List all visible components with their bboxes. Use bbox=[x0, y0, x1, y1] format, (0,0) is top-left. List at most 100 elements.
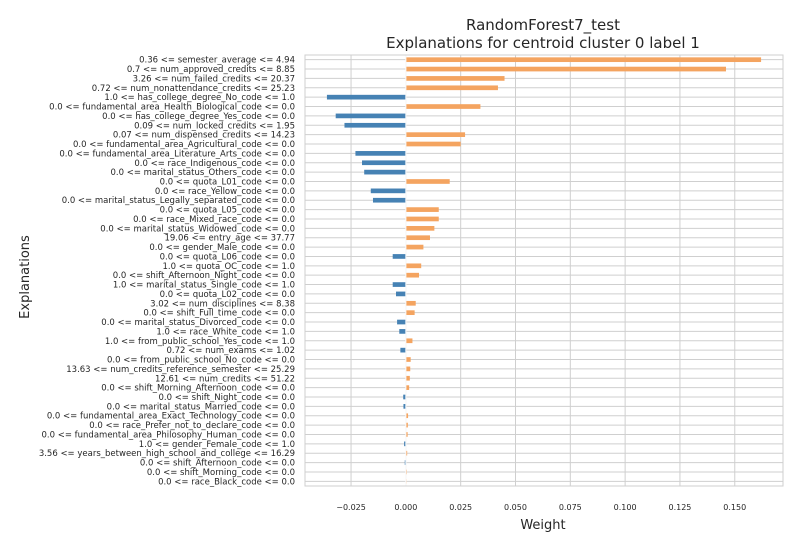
bar bbox=[405, 235, 430, 241]
bar bbox=[405, 104, 481, 109]
bar bbox=[364, 169, 406, 175]
y-tick-label: 0.0 <= fundamental_area_Exact_Technology… bbox=[47, 412, 295, 422]
grid-layer bbox=[305, 55, 783, 486]
y-tick-label: 0.0 <= shift_Morning_Afternoon_code <= 0… bbox=[101, 384, 295, 394]
y-tick-label: 0.0 <= from_public_school_No_code <= 0.0 bbox=[107, 356, 295, 366]
y-tick-label: 1.0 <= marital_status_Single_code <= 1.0 bbox=[113, 281, 295, 291]
bar bbox=[405, 57, 762, 63]
bar bbox=[405, 179, 450, 184]
bar bbox=[404, 441, 406, 447]
y-tick-label: 0.0 <= fundamental_area_Literature_Arts_… bbox=[59, 149, 295, 159]
bar bbox=[403, 404, 406, 409]
bars-layer bbox=[326, 57, 762, 484]
y-tick-labels: 0.36 <= semester_average <= 4.940.7 <= n… bbox=[39, 56, 295, 488]
chart-title-line2: Explanations for centroid cluster 0 labe… bbox=[386, 34, 700, 52]
y-tick-label: 0.36 <= semester_average <= 4.94 bbox=[139, 56, 295, 66]
y-tick-label: 0.0 <= fundamental_area_Health_Biologica… bbox=[49, 103, 295, 113]
bar bbox=[362, 160, 406, 166]
y-tick-label: 13.63 <= num_credits_reference_semester … bbox=[66, 365, 295, 375]
y-axis-label: Explanations bbox=[18, 235, 33, 319]
bar bbox=[405, 263, 422, 269]
y-tick-label: 0.0 <= marital_status_Others_code <= 0.0 bbox=[110, 168, 295, 178]
bar bbox=[400, 347, 406, 353]
y-tick-label: 0.0 <= marital_status_Widowed_code <= 0.… bbox=[100, 224, 295, 234]
y-tick-label: 0.0 <= shift_Full_time_code <= 0.0 bbox=[143, 309, 295, 319]
y-tick-label: 0.0 <= quota_L01_code <= 0.0 bbox=[160, 177, 295, 187]
bar bbox=[405, 432, 408, 437]
x-tick-label: −0.025 bbox=[336, 503, 366, 512]
y-tick-label: 0.72 <= num_nonattendance_credits <= 25.… bbox=[92, 84, 295, 94]
y-tick-label: 0.0 <= quota_L06_code <= 0.0 bbox=[160, 252, 295, 262]
bar bbox=[392, 254, 406, 259]
y-tick-label: 0.0 <= quota_L05_code <= 0.0 bbox=[160, 206, 295, 216]
x-tick-label: 0.125 bbox=[668, 503, 691, 512]
y-tick-label: 0.0 <= race_Mixed_race_code <= 0.0 bbox=[133, 215, 295, 225]
bar bbox=[392, 282, 406, 287]
y-tick-label: 0.09 <= num_locked_credits <= 1.95 bbox=[134, 121, 295, 131]
bar bbox=[405, 216, 439, 222]
y-tick-label: 0.0 <= fundamental_area_Agricultural_cod… bbox=[73, 140, 295, 150]
x-tick-labels: −0.025 0.000 0.025 0.050 0.075 0.100 0.125 0.15… bbox=[336, 503, 746, 512]
x-axis-label: Weight bbox=[520, 518, 565, 533]
bar bbox=[405, 141, 461, 147]
y-tick-label: 0.7 <= num_approved_credits <= 8.85 bbox=[127, 65, 295, 75]
y-tick-label: 3.26 <= num_failed_credits <= 20.37 bbox=[133, 74, 295, 84]
y-tick-label: 3.56 <= years_between_high_school_and_co… bbox=[39, 449, 295, 459]
x-tick-label: 0.150 bbox=[723, 503, 746, 512]
y-tick-label: 0.07 <= num_dispensed_credits <= 14.23 bbox=[113, 131, 295, 141]
y-tick-label: 0.0 <= shift_Afternoon_code <= 0.0 bbox=[140, 459, 295, 469]
bar bbox=[405, 207, 439, 212]
bar bbox=[405, 310, 415, 316]
y-tick-label: 0.0 <= fundamental_area_Philosophy_Human… bbox=[42, 430, 296, 440]
bar bbox=[405, 272, 420, 278]
y-tick-label: 0.0 <= race_Indigenous_code <= 0.0 bbox=[134, 159, 295, 169]
x-tick-label: 0.100 bbox=[614, 503, 637, 512]
y-tick-label: 0.0 <= race_Black_code <= 0.0 bbox=[158, 477, 295, 487]
chart-title-line1: RandomForest7_test bbox=[466, 16, 620, 35]
bar bbox=[405, 357, 411, 362]
bar bbox=[397, 319, 406, 325]
bar bbox=[404, 460, 406, 465]
x-tick-label: 0.075 bbox=[559, 503, 582, 512]
y-tick-label: 1.0 <= gender_Female_code <= 1.0 bbox=[139, 440, 295, 450]
y-tick-label: 1.0 <= race_White_code <= 1.0 bbox=[156, 327, 295, 337]
x-tick-label: 0.025 bbox=[449, 503, 472, 512]
bar bbox=[405, 366, 411, 372]
bar bbox=[405, 66, 726, 72]
bar bbox=[405, 300, 416, 306]
bar bbox=[405, 76, 505, 81]
y-tick-label: 0.0 <= marital_status_Married_code <= 0.… bbox=[107, 402, 295, 412]
x-tick-label: 0.050 bbox=[504, 503, 527, 512]
bar bbox=[355, 151, 406, 156]
y-tick-label: 0.0 <= quota_L02_code <= 0.0 bbox=[160, 290, 295, 300]
y-tick-label: 1.0 <= quota_OC_code <= 1.0 bbox=[163, 262, 295, 272]
y-tick-label: 19.06 <= entry_age <= 37.77 bbox=[164, 234, 295, 244]
y-tick-label: 0.0 <= marital_status_Legally_separated_… bbox=[62, 196, 295, 206]
bar bbox=[405, 85, 498, 91]
y-tick-label: 12.61 <= num_credits <= 51.22 bbox=[155, 374, 295, 384]
bar bbox=[344, 122, 406, 128]
bar bbox=[326, 94, 406, 100]
bar bbox=[395, 291, 406, 297]
bar bbox=[399, 329, 406, 334]
bar bbox=[405, 375, 410, 381]
bar bbox=[405, 422, 408, 428]
x-tick-label: 0.000 bbox=[394, 503, 417, 512]
y-tick-label: 0.0 <= shift_Afternoon_Night_code <= 0.0 bbox=[113, 271, 295, 281]
y-tick-label: 0.0 <= race_Yellow_code <= 0.0 bbox=[155, 187, 295, 197]
y-tick-label: 3.02 <= num_disciplines <= 8.38 bbox=[150, 299, 295, 309]
y-tick-label: 0.0 <= shift_Morning_code <= 0.0 bbox=[147, 468, 295, 478]
y-tick-label: 0.0 <= has_college_degree_Yes_code <= 0.… bbox=[102, 112, 295, 122]
y-tick-label: 1.0 <= from_public_school_Yes_code <= 1.… bbox=[105, 337, 295, 347]
y-tick-label: 0.72 <= num_exams <= 1.02 bbox=[167, 346, 295, 356]
bar bbox=[370, 188, 406, 194]
y-tick-label: 1.0 <= has_college_degree_No_code <= 1.0 bbox=[104, 93, 295, 103]
y-tick-label: 0.0 <= gender_Male_code <= 0.0 bbox=[149, 243, 295, 253]
bar bbox=[335, 113, 406, 119]
bar bbox=[405, 385, 410, 390]
bar bbox=[405, 225, 435, 231]
bar bbox=[405, 450, 408, 456]
y-tick-label: 0.0 <= marital_status_Divorced_code <= 0… bbox=[101, 318, 295, 328]
bar bbox=[405, 413, 409, 419]
